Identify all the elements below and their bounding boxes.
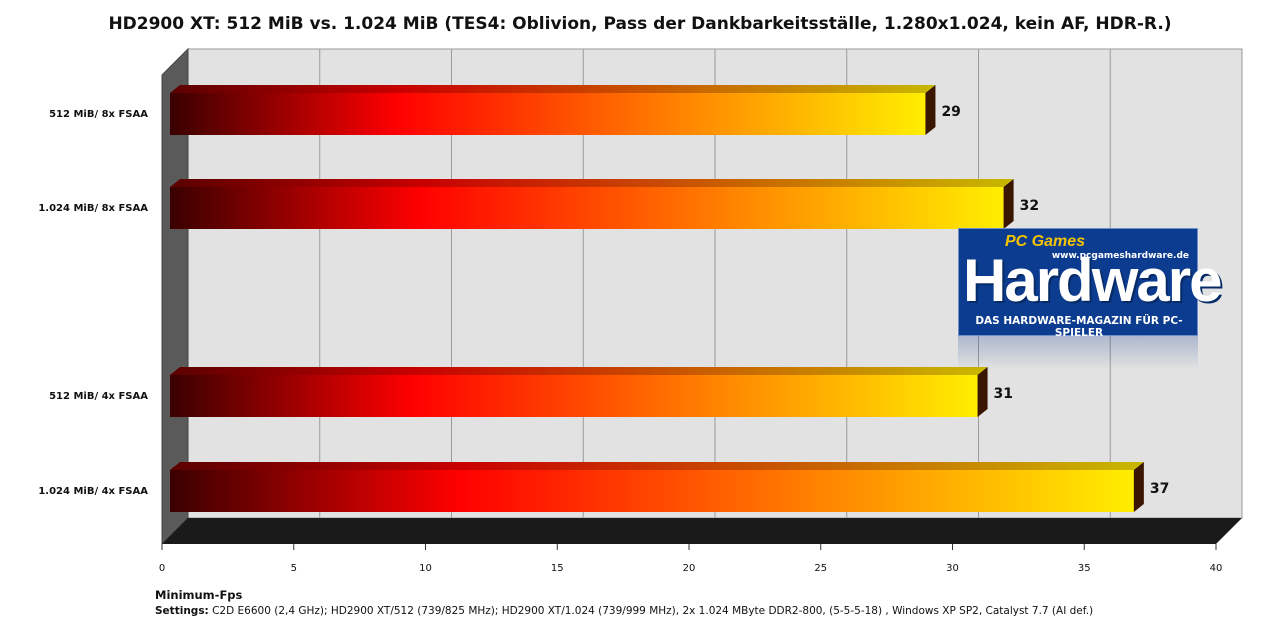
bar — [170, 179, 1014, 229]
x-tick-label: 40 — [1210, 563, 1223, 574]
logo-prefix: PC Games — [1005, 233, 1086, 250]
category-label: 512 MiB/ 8x FSAA — [49, 109, 148, 120]
bar-top-face — [170, 85, 936, 93]
x-tick-label: 30 — [946, 563, 959, 574]
plot-floor — [162, 518, 1242, 544]
x-tick-label: 20 — [683, 563, 696, 574]
bar-top-face — [170, 462, 1144, 470]
logo-url: www.pcgameshardware.de — [1051, 251, 1189, 261]
bar-top-face — [170, 367, 988, 375]
settings-label: Settings: — [155, 605, 209, 617]
bar-front-face — [170, 375, 978, 417]
data-label: 37 — [1150, 481, 1169, 497]
bar — [170, 85, 936, 135]
data-label: 29 — [941, 104, 960, 120]
bar-top-face — [170, 179, 1014, 187]
bar-side-face — [1003, 179, 1014, 229]
bar — [170, 462, 1144, 512]
logo-brand: Hardware — [963, 247, 1222, 314]
bar-side-face — [1133, 462, 1144, 512]
data-label: 31 — [994, 386, 1013, 402]
bar-side-face — [925, 85, 936, 135]
settings-text: C2D E6600 (2,4 GHz); HD2900 XT/512 (739/… — [208, 605, 1094, 617]
x-tick-label: 10 — [419, 563, 432, 574]
bar-front-face — [170, 93, 926, 135]
x-tick-label: 0 — [159, 563, 165, 574]
logo-tagline: DAS HARDWARE-MAGAZIN FÜR PC-SPIELER — [975, 315, 1183, 339]
x-tick-label: 15 — [551, 563, 564, 574]
bar-side-face — [977, 367, 988, 417]
settings-note: Settings: C2D E6600 (2,4 GHz); HD2900 XT… — [155, 605, 1093, 617]
category-label: 512 MiB/ 4x FSAA — [49, 391, 148, 402]
x-tick-label: 25 — [814, 563, 827, 574]
bar — [170, 367, 988, 417]
x-tick-label: 5 — [291, 563, 297, 574]
x-tick-label: 35 — [1078, 563, 1091, 574]
logo-box: PC Games www.pcgameshardware.de Hardware… — [958, 228, 1222, 339]
pcgh-logo: PC Games www.pcgameshardware.de Hardware… — [958, 228, 1222, 370]
category-label: 1.024 MiB/ 4x FSAA — [38, 486, 148, 497]
data-label: 32 — [1020, 198, 1039, 214]
bar-front-face — [170, 187, 1004, 229]
chart-title: HD2900 XT: 512 MiB vs. 1.024 MiB (TES4: … — [108, 14, 1172, 34]
category-label: 1.024 MiB/ 8x FSAA — [38, 203, 148, 214]
logo-reflection — [958, 336, 1198, 370]
x-axis-label: Minimum-Fps — [155, 588, 243, 602]
bar-front-face — [170, 470, 1134, 512]
